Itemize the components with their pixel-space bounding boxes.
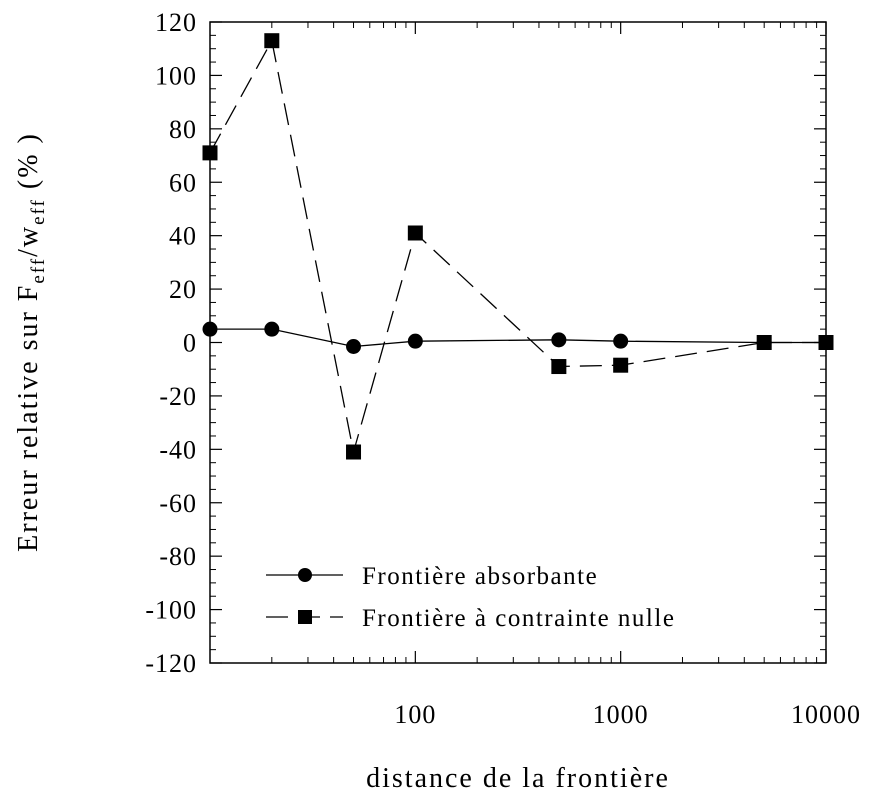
series-line-absorbante <box>210 328 826 348</box>
y-axis-title-prefix: Erreur relative sur F <box>13 284 44 552</box>
y-tick-label: -40 <box>159 435 197 464</box>
y-axis-title: Erreur relative sur Feff/weff (% ) <box>13 132 49 552</box>
data-point-absorbante <box>202 321 218 337</box>
data-point-contrainte <box>818 335 834 350</box>
data-point-absorbante <box>613 333 629 349</box>
data-point-absorbante <box>264 321 280 337</box>
legend-marker-absorbante <box>298 568 312 582</box>
x-tick-labels: 100 1000 10000 <box>394 700 861 729</box>
x-minor-ticks <box>271 22 818 663</box>
legend-marker-contrainte <box>298 610 312 624</box>
y-tick-label: 20 <box>169 275 197 304</box>
y-tick-label: 60 <box>169 168 197 197</box>
x-tick-label: 1000 <box>593 700 649 729</box>
y-tick-label: -80 <box>159 542 197 571</box>
y-ticks <box>210 21 826 664</box>
y-tick-label: -120 <box>145 649 197 678</box>
series-line-contrainte <box>209 38 826 453</box>
y-axis-title-sub2: eff <box>28 198 49 225</box>
y-tick-label: 120 <box>155 8 197 37</box>
data-point-absorbante <box>551 332 567 348</box>
y-tick-label: -20 <box>159 382 197 411</box>
data-point-contrainte <box>613 357 629 373</box>
data-point-absorbante <box>407 333 423 349</box>
data-point-contrainte <box>407 225 423 241</box>
legend: Frontière absorbante Frontière à contrai… <box>266 563 675 632</box>
y-axis-title-mid: /w <box>13 225 44 257</box>
data-point-contrainte <box>551 359 567 375</box>
series-markers <box>202 33 834 460</box>
data-point-contrainte <box>202 145 218 161</box>
x-axis-title: distance de la frontière <box>366 763 670 794</box>
x-tick-label: 100 <box>394 700 436 729</box>
data-point-contrainte <box>756 335 772 350</box>
legend-label-absorbante: Frontière absorbante <box>362 563 598 590</box>
y-tick-label: -100 <box>145 596 197 625</box>
y-axis-title-suffix: (% ) <box>13 132 44 198</box>
x-tick-label: 10000 <box>791 700 861 729</box>
y-tick-labels: -120 -100 -80 -60 -40 -20 0 20 40 60 80 100 120 <box>145 8 197 678</box>
y-tick-label: 40 <box>169 222 197 251</box>
data-point-contrainte <box>264 33 280 49</box>
y-axis-title-sub1: eff <box>28 257 49 284</box>
legend-label-contrainte: Frontière à contrainte nulle <box>362 605 675 632</box>
y-tick-label: 100 <box>155 61 197 90</box>
series-lines <box>209 38 826 453</box>
y-tick-label: 0 <box>183 329 197 358</box>
data-point-contrainte <box>346 444 362 460</box>
y-tick-label: 80 <box>169 115 197 144</box>
y-tick-label: -60 <box>159 489 197 518</box>
data-point-absorbante <box>346 339 362 355</box>
x-major-ticks <box>414 22 827 663</box>
